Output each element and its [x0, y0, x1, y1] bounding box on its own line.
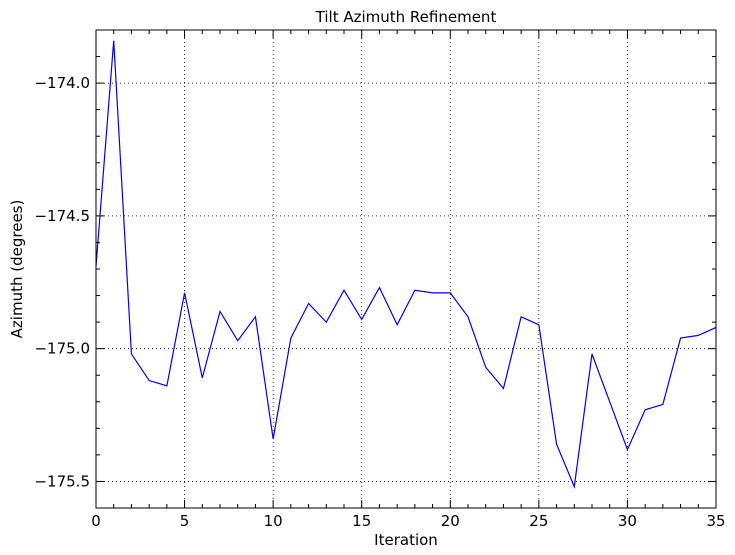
y-tick-label: −175.5 — [34, 472, 90, 490]
tick-layer: 0 5 10 15 20 25 30 35 −174.0 −174.5 −175.0 −175.5 — [34, 29, 726, 530]
y-tick-label: −174.5 — [34, 207, 90, 225]
x-tick-label: 35 — [706, 512, 725, 530]
grid-lines — [96, 30, 716, 508]
x-tick-label: 5 — [180, 512, 190, 530]
x-tick-label: 0 — [91, 512, 101, 530]
x-tick-label: 30 — [618, 512, 637, 530]
series-line — [95, 40, 717, 490]
x-tick-label: 15 — [352, 512, 371, 530]
y-tick-label: −175.0 — [34, 340, 90, 358]
chart-title: Tilt Azimuth Refinement — [315, 8, 497, 26]
x-tick-label: 20 — [441, 512, 460, 530]
x-tick-label: 25 — [529, 512, 548, 530]
x-axis-label: Iteration — [374, 531, 438, 549]
series-layer — [95, 40, 717, 490]
y-tick-label: −174.0 — [34, 74, 90, 92]
x-tick-label: 10 — [264, 512, 283, 530]
y-axis-label: Azimuth (degrees) — [8, 200, 26, 339]
